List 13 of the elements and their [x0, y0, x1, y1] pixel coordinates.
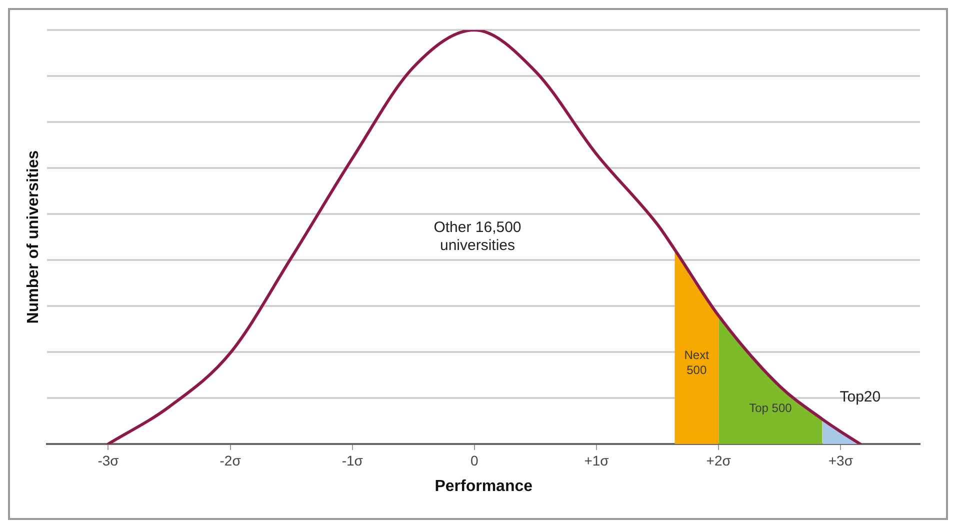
series-label: Top 500 — [749, 401, 792, 416]
x-tick-label: 0 — [470, 452, 479, 468]
x-tick-label: +3σ — [828, 452, 854, 468]
series-label: Next 500 — [684, 348, 710, 378]
x-tick-label: -2σ — [220, 452, 242, 468]
x-axis-title: Performance — [434, 478, 533, 495]
x-tick-label: -3σ — [98, 452, 120, 468]
x-tick-label: +2σ — [706, 452, 732, 468]
y-axis-title: Number of universities — [25, 150, 42, 324]
annotation: Other 16,500 universities — [434, 219, 522, 254]
x-tick-label: +1σ — [584, 452, 610, 468]
x-tick-label: -1σ — [342, 452, 364, 468]
series-label: Top20 — [840, 388, 881, 406]
